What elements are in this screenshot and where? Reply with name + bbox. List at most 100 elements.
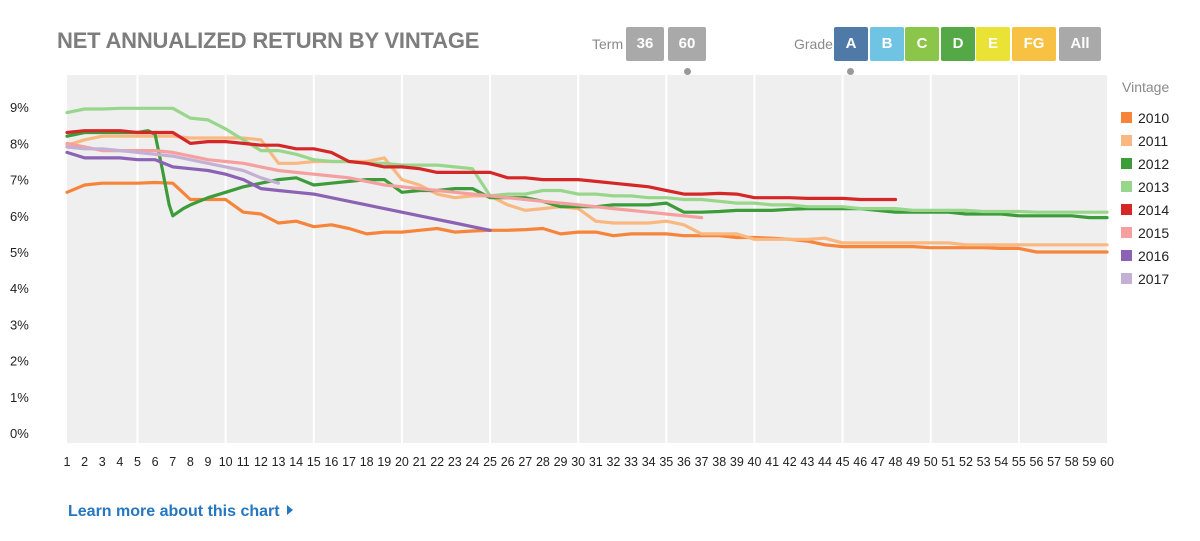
- x-tick-label: 53: [977, 455, 991, 469]
- x-axis-ticks: 1 2 3 4 5 6 7 8 9 10 11 12 13 14 15 16 17 18 19 20 21 22 23 24 2…: [64, 455, 1114, 469]
- x-tick-label: 39: [730, 455, 744, 469]
- legend-label: 2016: [1138, 248, 1170, 264]
- y-tick-label: 4%: [10, 281, 29, 296]
- x-tick-label: 45: [836, 455, 850, 469]
- legend-swatch: [1121, 204, 1132, 215]
- grade-selected-indicator: [847, 68, 854, 75]
- x-tick-label: 22: [430, 455, 444, 469]
- series-line-2012: [65, 129, 1109, 220]
- x-tick-label: 48: [889, 455, 903, 469]
- term-60-button[interactable]: 60: [668, 27, 706, 61]
- x-tick-label: 30: [571, 455, 585, 469]
- y-tick-label: 2%: [10, 354, 29, 369]
- x-tick-label: 31: [589, 455, 603, 469]
- x-tick-label: 58: [1065, 455, 1079, 469]
- x-tick-label: 40: [748, 455, 762, 469]
- x-tick-label: 2: [81, 455, 88, 469]
- legend-swatch: [1121, 112, 1132, 123]
- series-line-2016: [65, 150, 492, 232]
- x-tick-label: 54: [994, 455, 1008, 469]
- y-tick-label: 3%: [10, 317, 29, 332]
- legend-label: 2017: [1138, 271, 1170, 287]
- x-tick-label: 50: [924, 455, 938, 469]
- x-tick-label: 35: [659, 455, 673, 469]
- x-tick-label: 17: [342, 455, 356, 469]
- x-tick-label: 44: [818, 455, 832, 469]
- caret-right-icon: [286, 505, 293, 515]
- y-tick-label: 7%: [10, 173, 29, 188]
- x-tick-label: 16: [324, 455, 338, 469]
- x-tick-label: 8: [187, 455, 194, 469]
- x-tick-label: 34: [642, 455, 656, 469]
- grid-lines: [136, 75, 1020, 443]
- grade-a-button[interactable]: A: [834, 27, 868, 61]
- grade-b-button[interactable]: B: [870, 27, 904, 61]
- legend-swatch: [1121, 273, 1132, 284]
- legend-label: 2010: [1138, 110, 1170, 126]
- x-tick-label: 15: [307, 455, 321, 469]
- x-tick-label: 51: [941, 455, 955, 469]
- y-tick-label: 1%: [10, 390, 29, 405]
- x-tick-label: 23: [448, 455, 462, 469]
- legend-label: 2013: [1138, 179, 1170, 195]
- x-tick-label: 5: [134, 455, 141, 469]
- x-tick-label: 29: [554, 455, 568, 469]
- x-tick-label: 37: [695, 455, 709, 469]
- grade-all-button[interactable]: All: [1059, 27, 1101, 61]
- legend-label: 2014: [1138, 202, 1170, 218]
- term-36-button[interactable]: 36: [626, 27, 664, 61]
- grade-c-button[interactable]: C: [905, 27, 939, 61]
- x-tick-label: 42: [783, 455, 797, 469]
- grade-d-button[interactable]: D: [941, 27, 975, 61]
- x-tick-label: 26: [501, 455, 515, 469]
- x-tick-label: 28: [536, 455, 550, 469]
- x-tick-label: 52: [959, 455, 973, 469]
- x-tick-label: 14: [289, 455, 303, 469]
- x-tick-label: 10: [219, 455, 233, 469]
- term-selected-indicator: [684, 68, 691, 75]
- series-line-2015: [65, 141, 704, 220]
- x-tick-label: 47: [871, 455, 885, 469]
- legend-label: 2012: [1138, 156, 1170, 172]
- x-tick-label: 6: [152, 455, 159, 469]
- x-tick-label: 11: [237, 455, 250, 469]
- x-tick-label: 46: [853, 455, 867, 469]
- x-tick-label: 60: [1100, 455, 1114, 469]
- legend-label: 2011: [1138, 133, 1169, 149]
- x-tick-label: 20: [395, 455, 409, 469]
- x-tick-label: 41: [765, 455, 779, 469]
- learn-more-link[interactable]: Learn more about this chart: [68, 503, 293, 521]
- y-tick-label: 8%: [10, 136, 29, 151]
- x-tick-label: 59: [1082, 455, 1096, 469]
- grade-e-button[interactable]: E: [976, 27, 1010, 61]
- x-tick-label: 7: [169, 455, 176, 469]
- series-lines: [65, 106, 1109, 254]
- legend-swatch: [1121, 181, 1132, 192]
- x-tick-label: 55: [1012, 455, 1026, 469]
- x-tick-label: 38: [712, 455, 726, 469]
- x-tick-label: 1: [64, 455, 71, 469]
- series-line-2013: [65, 106, 1109, 214]
- y-tick-label: 9%: [10, 100, 29, 115]
- legend-swatch: [1121, 158, 1132, 169]
- legend-swatch: [1121, 135, 1132, 146]
- x-tick-label: 12: [254, 455, 268, 469]
- learn-more-label: Learn more about this chart: [68, 503, 280, 520]
- y-tick-label: 5%: [10, 245, 29, 260]
- legend-title: Vintage: [1122, 79, 1170, 95]
- x-tick-label: 9: [205, 455, 212, 469]
- x-tick-label: 3: [99, 455, 106, 469]
- grade-label: Grade: [794, 36, 833, 52]
- plot-area: [67, 75, 1107, 443]
- legend-swatch: [1121, 250, 1132, 261]
- x-tick-label: 49: [906, 455, 920, 469]
- grade-fg-button[interactable]: FG: [1012, 27, 1056, 61]
- x-tick-label: 24: [465, 455, 479, 469]
- x-tick-label: 36: [677, 455, 691, 469]
- x-tick-label: 27: [518, 455, 532, 469]
- x-tick-label: 13: [272, 455, 286, 469]
- x-tick-label: 19: [377, 455, 391, 469]
- term-label: Term: [592, 36, 624, 52]
- x-tick-label: 32: [606, 455, 620, 469]
